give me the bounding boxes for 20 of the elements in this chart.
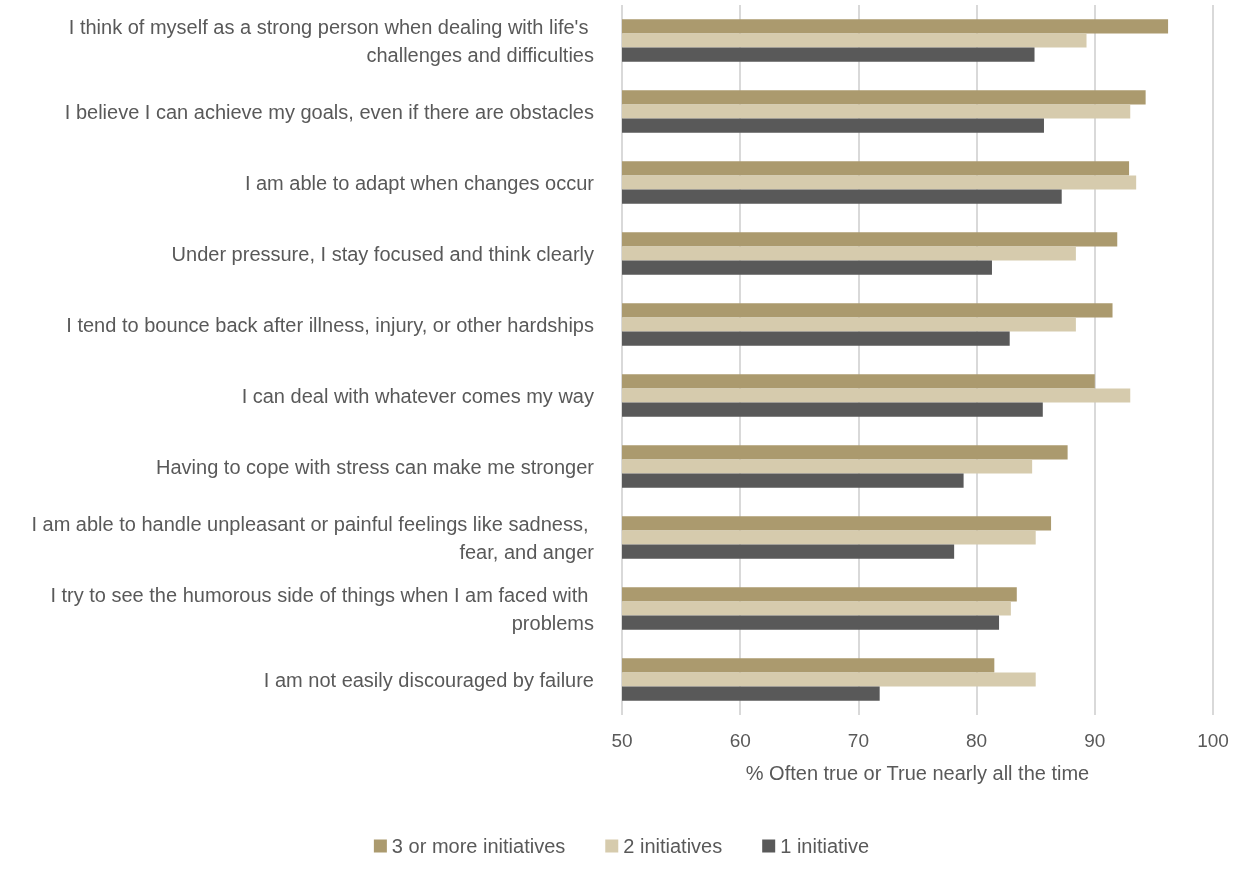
x-tick-label: 80 bbox=[966, 730, 988, 751]
y-tick-label: I try to see the humorous side of things when I am faced with problems bbox=[50, 583, 594, 634]
x-tick-label: 70 bbox=[847, 730, 869, 751]
legend-label: 2 initiatives bbox=[623, 835, 723, 857]
y-tick-label: I am not easily discouraged by failure bbox=[263, 668, 594, 691]
x-tick-label: 50 bbox=[611, 730, 633, 751]
legend-label: 1 initiative bbox=[780, 835, 870, 857]
y-tick-label: I am able to adapt when changes occur bbox=[244, 171, 595, 194]
x-axis-title: % Often true or True nearly all the time bbox=[745, 762, 1090, 784]
legend-label: 3 or more initiatives bbox=[391, 835, 566, 857]
y-tick-label: I believe I can achieve my goals, even if there are obstacles bbox=[64, 100, 594, 123]
x-tick-label: 100 bbox=[1197, 730, 1229, 751]
y-tick-label: Having to cope with stress can make me stronger bbox=[156, 455, 595, 478]
x-tick-label: 90 bbox=[1084, 730, 1106, 751]
y-tick-label: I can deal with whatever comes my way bbox=[241, 384, 594, 407]
y-tick-label: I think of myself as a strong person when dealing with life's challenges and difficulties bbox=[68, 15, 594, 66]
y-tick-label: Under pressure, I stay focused and think clearly bbox=[171, 242, 594, 265]
y-tick-label: I tend to bounce back after illness, injury, or other hardships bbox=[66, 313, 594, 336]
y-tick-label: I am able to handle unpleasant or painful feelings like sadness, fear, and anger bbox=[31, 512, 595, 563]
x-tick-label: 60 bbox=[729, 730, 751, 751]
